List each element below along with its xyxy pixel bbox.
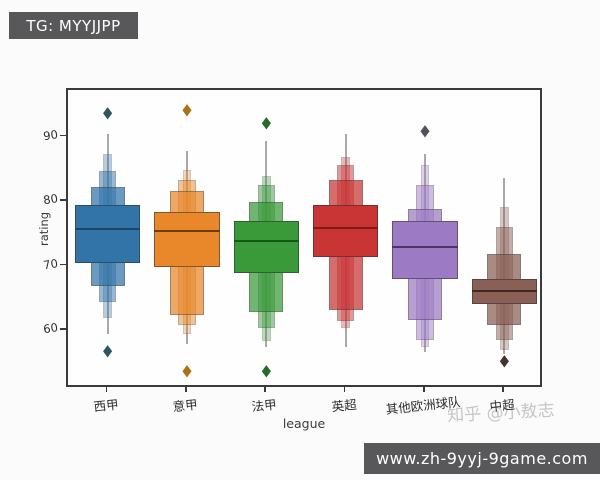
x-axis-label: league bbox=[282, 416, 326, 431]
y-tick-label: 80 bbox=[42, 191, 59, 208]
outlier-icon: ◆ bbox=[261, 360, 271, 380]
y-tick-mark bbox=[60, 199, 66, 201]
x-tick-mark bbox=[264, 387, 266, 392]
y-tick-label: 90 bbox=[42, 126, 59, 143]
url-badge-text: www.zh-9yyj-9game.com bbox=[376, 449, 588, 468]
median-line bbox=[154, 230, 220, 233]
median-line bbox=[392, 246, 458, 249]
x-tick-label-中超: 中超 bbox=[489, 396, 516, 415]
watermark: 知乎 @小敖志 bbox=[446, 400, 556, 427]
boxen-level-1 bbox=[75, 205, 141, 264]
median-line bbox=[313, 226, 379, 229]
outlier-icon: ◆ bbox=[182, 360, 192, 380]
median-line bbox=[471, 290, 537, 293]
outlier-icon: ◆ bbox=[261, 112, 271, 132]
x-tick-label-英超: 英超 bbox=[330, 396, 357, 415]
y-tick-mark bbox=[60, 263, 66, 266]
y-tick-label: 60 bbox=[42, 320, 59, 337]
boxen-level-1 bbox=[392, 221, 458, 280]
median-line bbox=[75, 228, 141, 231]
x-tick-label-意甲: 意甲 bbox=[171, 396, 199, 415]
y-tick-mark bbox=[60, 134, 66, 137]
x-tick-label-西甲: 西甲 bbox=[92, 396, 119, 415]
boxen-level-1 bbox=[233, 220, 299, 273]
outlier-icon: ◆ bbox=[103, 102, 113, 122]
outlier-icon: ◆ bbox=[103, 340, 113, 360]
y-tick-mark bbox=[60, 328, 66, 330]
x-tick-mark bbox=[185, 387, 187, 392]
boxen-level-1 bbox=[313, 205, 379, 257]
plot-area: ◆ ◆ ◆ ◆ ◆ ◆ ◆ ◆ bbox=[66, 88, 542, 387]
url-badge: www.zh-9yyj-9game.com bbox=[364, 443, 600, 474]
boxen-level-1 bbox=[154, 212, 220, 267]
x-tick-mark bbox=[502, 387, 504, 392]
x-tick-mark bbox=[105, 387, 108, 392]
x-tick-mark bbox=[423, 387, 425, 392]
x-tick-mark bbox=[343, 387, 346, 392]
outlier-icon: ◆ bbox=[420, 120, 430, 140]
tg-badge: TG: MYYJJPP bbox=[9, 12, 138, 39]
outlier-icon: ◆ bbox=[182, 99, 192, 119]
median-line bbox=[233, 239, 299, 242]
y-axis-label: rating bbox=[37, 211, 51, 246]
y-tick-label: 70 bbox=[42, 255, 59, 272]
tg-badge-text: TG: MYYJJPP bbox=[26, 16, 121, 35]
outlier-icon: ◆ bbox=[499, 350, 509, 370]
x-tick-label-法甲: 法甲 bbox=[251, 396, 278, 415]
